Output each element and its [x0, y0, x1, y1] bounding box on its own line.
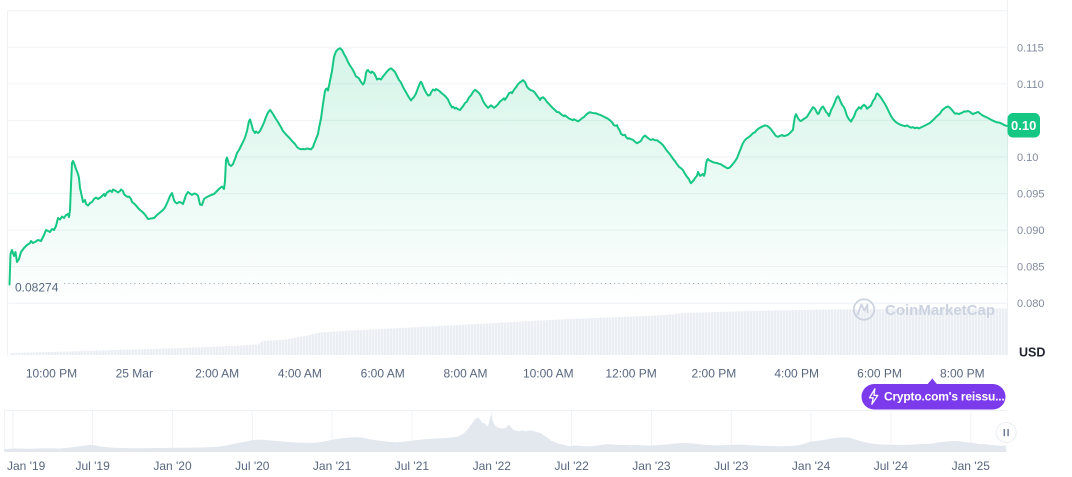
svg-text:10:00 AM: 10:00 AM: [523, 367, 574, 381]
svg-text:0.10: 0.10: [1017, 152, 1038, 164]
svg-text:Jan '24: Jan '24: [792, 459, 831, 473]
svg-text:12:00 PM: 12:00 PM: [605, 367, 656, 381]
svg-text:Jan '23: Jan '23: [632, 459, 671, 473]
svg-text:Jan '21: Jan '21: [313, 459, 352, 473]
svg-text:Jul '22: Jul '22: [554, 459, 589, 473]
svg-text:8:00 PM: 8:00 PM: [940, 367, 985, 381]
svg-text:8:00 AM: 8:00 AM: [443, 367, 487, 381]
svg-text:Jul '20: Jul '20: [235, 459, 270, 473]
svg-text:Jan '22: Jan '22: [473, 459, 512, 473]
svg-text:4:00 PM: 4:00 PM: [774, 367, 819, 381]
svg-text:Crypto.com's reissu...: Crypto.com's reissu...: [884, 390, 1005, 404]
svg-text:USD: USD: [1019, 346, 1045, 360]
svg-text:Jul '23: Jul '23: [714, 459, 749, 473]
svg-text:0.090: 0.090: [1017, 225, 1045, 237]
svg-text:Jan '19: Jan '19: [7, 459, 46, 473]
svg-text:0.080: 0.080: [1017, 298, 1045, 310]
svg-text:Jan '20: Jan '20: [153, 459, 192, 473]
svg-text:4:00 AM: 4:00 AM: [278, 367, 322, 381]
svg-text:0.085: 0.085: [1017, 261, 1045, 273]
svg-text:Jul '24: Jul '24: [874, 459, 909, 473]
svg-text:2:00 PM: 2:00 PM: [692, 367, 737, 381]
svg-text:Jan '25: Jan '25: [952, 459, 991, 473]
svg-text:25 Mar: 25 Mar: [116, 367, 153, 381]
svg-text:2:00 AM: 2:00 AM: [195, 367, 239, 381]
svg-text:10:00 PM: 10:00 PM: [26, 367, 77, 381]
svg-text:6:00 AM: 6:00 AM: [361, 367, 405, 381]
svg-text:Jul '21: Jul '21: [395, 459, 430, 473]
svg-text:6:00 PM: 6:00 PM: [857, 367, 902, 381]
svg-text:Jul '19: Jul '19: [75, 459, 110, 473]
svg-text:0.110: 0.110: [1017, 79, 1044, 91]
svg-text:0.095: 0.095: [1017, 188, 1045, 200]
svg-text:0.115: 0.115: [1017, 42, 1044, 54]
svg-text:0.10: 0.10: [1011, 118, 1036, 133]
